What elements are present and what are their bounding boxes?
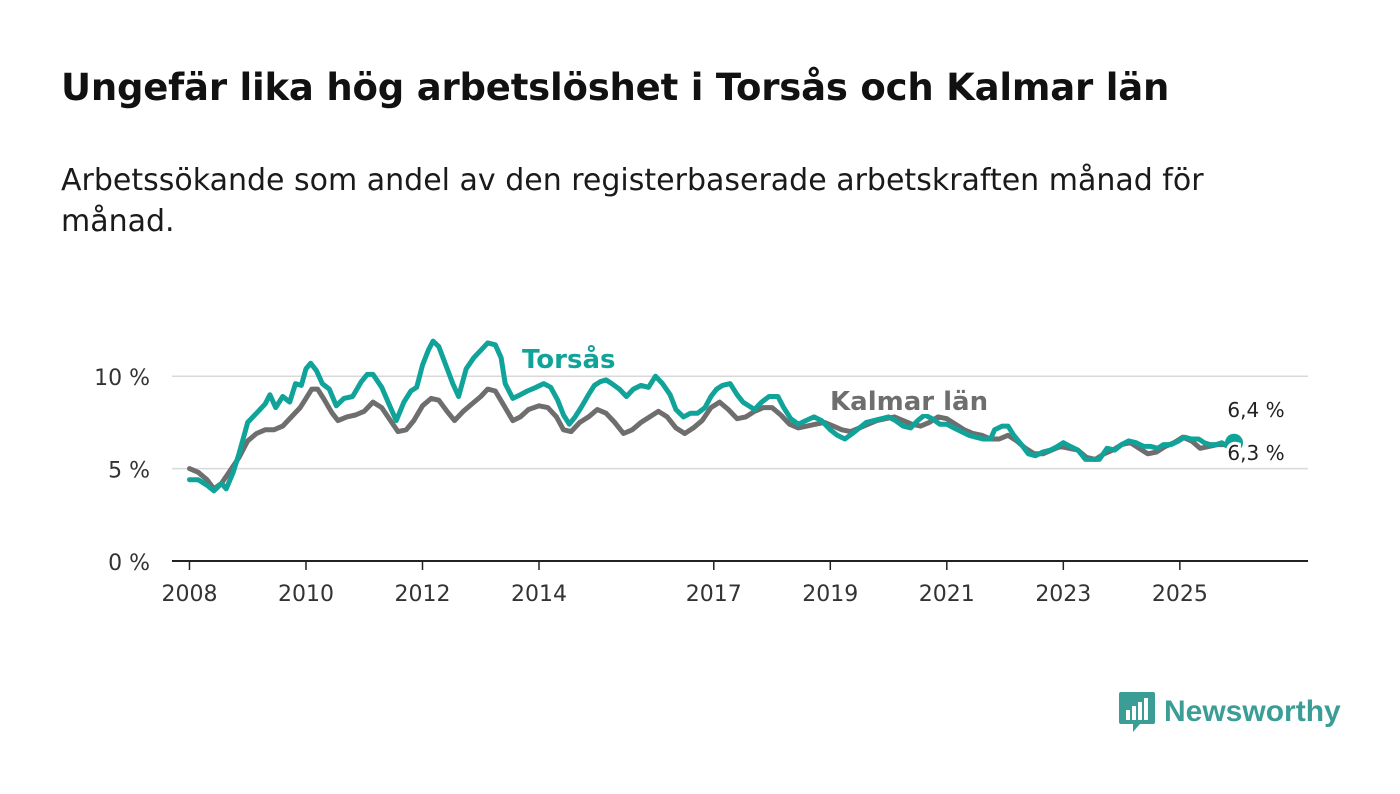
series-line-torsas <box>187 338 1237 494</box>
x-tick-label: 2025 <box>1152 582 1208 607</box>
grid-lines <box>172 375 1308 470</box>
chart-title: Ungefär lika hög arbetslöshet i Torsås o… <box>61 66 1170 109</box>
series-label-kalmar: Kalmar län <box>830 387 988 417</box>
x-tick-label: 2023 <box>1035 582 1091 607</box>
x-tick-label: 2019 <box>802 582 858 607</box>
x-tick-label: 2021 <box>919 582 975 607</box>
y-axis: 0 % 5 % 10 % <box>94 366 150 576</box>
x-tick-label: 2012 <box>395 582 451 607</box>
x-tick-label: 2010 <box>278 582 334 607</box>
end-value-label-kalmar: 6,3 % <box>1227 441 1284 465</box>
y-tick-label: 0 % <box>108 551 150 576</box>
end-marker-torsas <box>1225 433 1244 452</box>
y-tick-label: 10 % <box>94 366 150 391</box>
x-tick-label: 2008 <box>161 582 217 607</box>
end-value-label-torsas: 6,4 % <box>1227 398 1284 422</box>
y-tick-label: 5 % <box>108 459 150 484</box>
x-axis: 2008 2010 2012 2014 2017 2019 2021 2023 2025 <box>161 560 1308 607</box>
series-labels: Torsås Kalmar län 6,4 % 6,3 % <box>518 339 1288 468</box>
series-lines <box>187 338 1237 494</box>
x-tick-label: 2014 <box>511 582 567 607</box>
newsworthy-logo[interactable]: Newsworthy <box>1118 690 1341 734</box>
series-label-torsas: Torsås <box>522 343 615 375</box>
x-tick-label: 2017 <box>686 582 742 607</box>
bar-chart-icon <box>1119 692 1155 732</box>
chart-subtitle: Arbetssökande som andel av den registerb… <box>61 163 1204 239</box>
brand-name: Newsworthy <box>1164 695 1341 728</box>
series-line-kalmar <box>187 386 1237 492</box>
